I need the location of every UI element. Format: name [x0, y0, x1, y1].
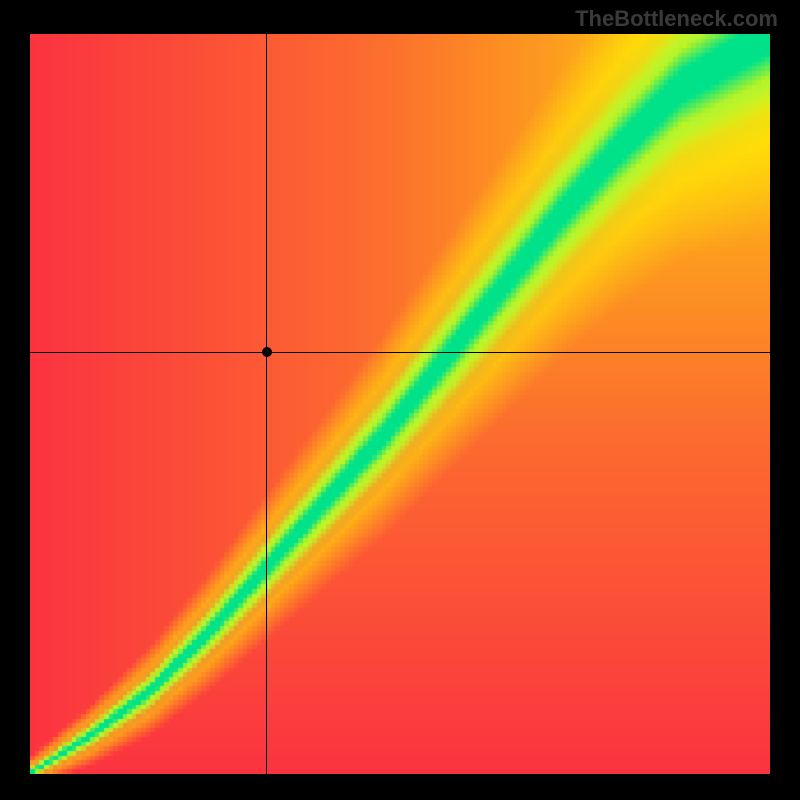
crosshair-vertical-line [266, 34, 267, 774]
bottleneck-point [262, 347, 272, 357]
watermark-text: TheBottleneck.com [575, 6, 778, 32]
bottleneck-heatmap [30, 34, 770, 774]
crosshair-horizontal-line [30, 352, 770, 353]
